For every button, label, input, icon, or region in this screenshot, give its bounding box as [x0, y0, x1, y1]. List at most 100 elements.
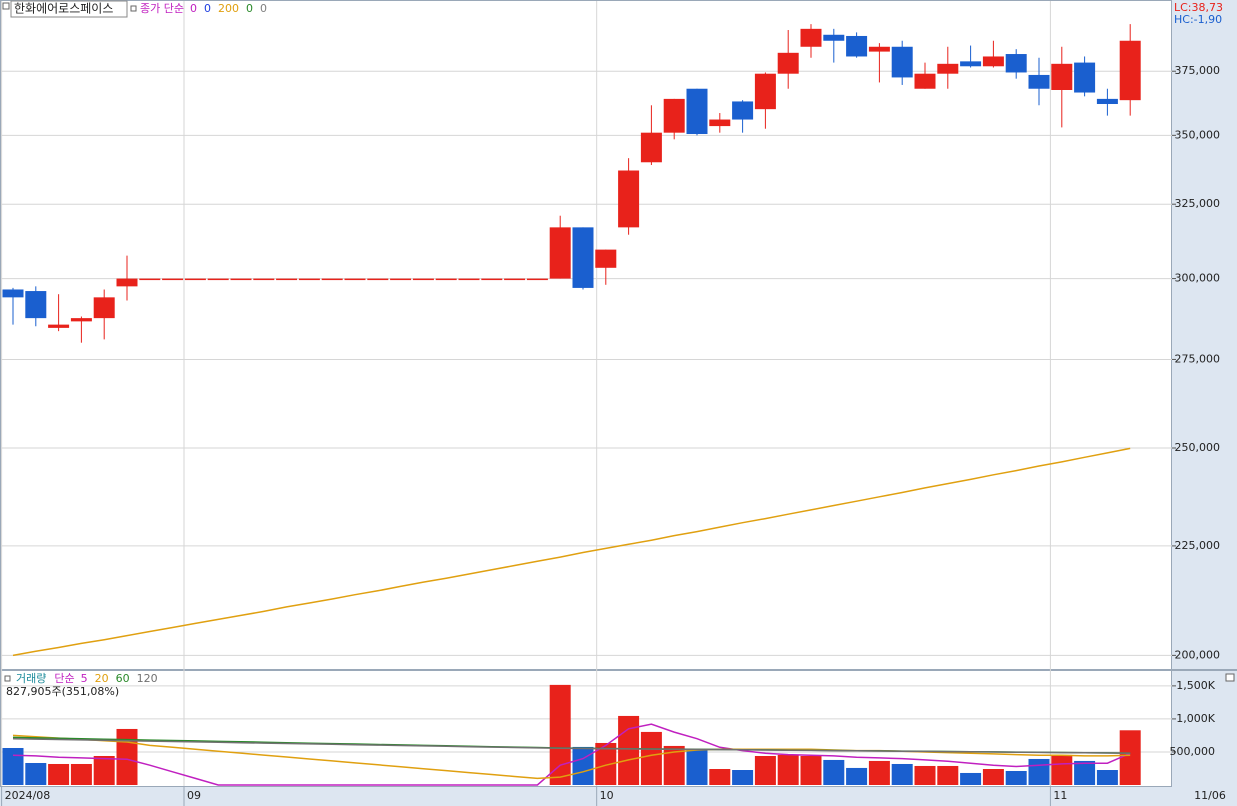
volume-bar: [868, 760, 890, 785]
volume-title: 거래량: [16, 672, 46, 685]
x-tick-label: 10: [600, 789, 614, 802]
lc-label: LC:38,73: [1174, 1, 1223, 14]
y-tick-label: 325,000: [1175, 197, 1221, 210]
last-volume-label: 827,905주(351,08%): [6, 685, 119, 698]
volume-bar: [800, 755, 822, 785]
candle-body: [367, 278, 389, 281]
volume-bar: [982, 769, 1004, 785]
candle-body: [139, 278, 161, 281]
candle-body: [846, 35, 868, 57]
volume-bar: [846, 767, 868, 785]
volume-bar: [754, 755, 776, 785]
candle-body: [572, 227, 594, 288]
candle-body: [504, 278, 526, 281]
volume-bar: [1051, 754, 1073, 785]
candle-body: [162, 278, 184, 281]
candle-body: [390, 278, 412, 281]
y-tick-label: 300,000: [1175, 272, 1221, 285]
volume-bar: [663, 745, 685, 785]
volume-bar: [937, 765, 959, 785]
candle-body: [253, 278, 275, 281]
y-tick-label: 1,500K: [1176, 679, 1215, 692]
candle-body: [2, 289, 24, 298]
icon: [130, 5, 137, 12]
candle-body: [549, 227, 571, 279]
volume-bar: [1005, 770, 1027, 785]
legend-entry: 5: [81, 672, 88, 685]
volume-bar: [70, 763, 92, 785]
candle-body: [1096, 98, 1118, 105]
marks: [2, 24, 1141, 786]
legend-entry: 0: [204, 2, 211, 15]
volume-bar: [823, 759, 845, 785]
candle-body: [481, 278, 503, 281]
title-box: [10, 0, 128, 18]
plot-border: [0, 0, 1172, 787]
y-tick-label: 500,000: [1170, 745, 1216, 758]
candle-body: [800, 28, 822, 47]
legend-entry: 0: [246, 2, 253, 15]
y-tick-label: 1,000K: [1176, 712, 1215, 725]
ma-line: [12, 447, 1131, 657]
chart-title: 한화에어로스페이스: [14, 2, 113, 16]
volume-bar: [595, 742, 617, 785]
candle-body: [1005, 54, 1027, 73]
volume-bar: [1119, 730, 1141, 785]
icon: [1225, 673, 1235, 682]
volume-bar: [640, 731, 662, 785]
candle-body: [48, 324, 70, 328]
volume-bar: [116, 728, 138, 785]
candle-body: [321, 278, 343, 281]
candle-body: [618, 170, 640, 228]
y-tick-label: 350,000: [1175, 128, 1221, 141]
candle-body: [435, 278, 457, 281]
candle-body: [595, 249, 617, 268]
candle-body: [298, 278, 320, 281]
candle-body: [207, 278, 229, 281]
date-axis-bg: [0, 787, 1237, 806]
volume-bar: [572, 746, 594, 785]
candle-body: [458, 278, 480, 281]
volume-bar: [891, 763, 913, 785]
y-tick-label: 225,000: [1175, 539, 1221, 552]
candle-body: [960, 61, 982, 67]
x-tick-label: 2024/08: [5, 789, 51, 802]
candle-body: [891, 46, 913, 78]
candle-body: [526, 278, 548, 281]
volume-bar: [93, 755, 115, 785]
candle-body: [709, 119, 731, 127]
y-tick-label: 275,000: [1175, 352, 1221, 365]
x-tick-label: 11: [1053, 789, 1067, 802]
candle-body: [1051, 63, 1073, 90]
icon: [4, 675, 11, 682]
candle-body: [823, 34, 845, 41]
volume-bar: [618, 715, 640, 785]
volume-bar: [2, 747, 24, 785]
last-date-label: 11/06: [1194, 789, 1226, 802]
candle-body: [914, 73, 936, 89]
volume-bar: [709, 769, 731, 785]
legend-entry: 0: [260, 2, 267, 15]
y-tick-label: 200,000: [1175, 648, 1221, 661]
y-tick-label: 250,000: [1175, 441, 1221, 454]
candle-body: [982, 56, 1004, 67]
candle-body: [93, 297, 115, 319]
candle-body: [1119, 40, 1141, 101]
volume-bar: [686, 748, 708, 785]
volume-bar: [960, 772, 982, 785]
volume-bar: [1074, 760, 1096, 785]
volume-bar: [1028, 758, 1050, 785]
ma-line: [12, 737, 1131, 754]
candle-body: [663, 98, 685, 133]
volume-bar: [777, 754, 799, 785]
candle-body: [344, 278, 366, 281]
candle-body: [640, 132, 662, 163]
legend-entry: 120: [137, 672, 158, 685]
volume-bar: [732, 769, 754, 785]
candle-body: [412, 278, 434, 281]
legend-entry: 200: [218, 2, 239, 15]
candle-body: [184, 278, 206, 281]
icon: [2, 2, 10, 10]
